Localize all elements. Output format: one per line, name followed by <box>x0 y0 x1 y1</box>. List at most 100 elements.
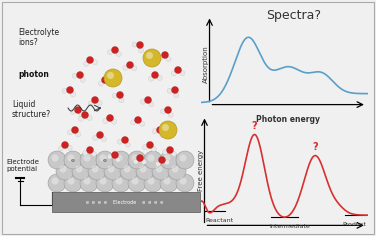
Circle shape <box>133 159 138 164</box>
Circle shape <box>131 177 139 185</box>
Circle shape <box>97 101 102 105</box>
Circle shape <box>152 129 157 134</box>
Circle shape <box>147 142 153 148</box>
Circle shape <box>180 71 185 76</box>
Circle shape <box>112 152 118 159</box>
Circle shape <box>144 174 162 192</box>
Circle shape <box>149 76 153 81</box>
Circle shape <box>67 145 72 150</box>
Text: Electrolyte
ions?: Electrolyte ions? <box>18 28 59 47</box>
Circle shape <box>130 120 136 125</box>
Circle shape <box>151 147 156 152</box>
Circle shape <box>121 136 129 143</box>
Text: Product: Product <box>342 222 366 227</box>
Circle shape <box>160 133 165 138</box>
Circle shape <box>86 56 94 63</box>
Circle shape <box>171 87 179 93</box>
Circle shape <box>107 72 114 79</box>
Circle shape <box>103 118 108 123</box>
Circle shape <box>112 93 117 98</box>
Circle shape <box>143 145 147 150</box>
Circle shape <box>67 87 73 93</box>
Circle shape <box>162 150 167 155</box>
Circle shape <box>176 151 194 169</box>
Circle shape <box>71 92 76 97</box>
Circle shape <box>167 147 173 153</box>
Circle shape <box>48 151 66 169</box>
Circle shape <box>64 151 82 169</box>
Circle shape <box>164 177 171 185</box>
Circle shape <box>64 174 82 192</box>
Circle shape <box>160 109 165 114</box>
Circle shape <box>171 151 176 156</box>
Text: e: e <box>103 157 107 163</box>
Circle shape <box>158 55 163 61</box>
Text: Spectra?: Spectra? <box>266 9 321 22</box>
Text: Photon energy: Photon energy <box>256 115 320 124</box>
Text: e  e  e  e    Electrode    e  e  e  e: e e e e Electrode e e e e <box>86 199 164 205</box>
Circle shape <box>152 72 159 79</box>
Circle shape <box>62 88 67 93</box>
Circle shape <box>157 76 162 80</box>
Circle shape <box>58 146 63 151</box>
Circle shape <box>79 116 83 121</box>
Circle shape <box>62 142 68 148</box>
Circle shape <box>155 165 162 173</box>
Circle shape <box>132 42 137 47</box>
Circle shape <box>147 154 155 162</box>
Circle shape <box>91 97 99 104</box>
Circle shape <box>125 142 130 147</box>
Circle shape <box>166 57 171 62</box>
Circle shape <box>144 151 162 169</box>
Circle shape <box>83 177 91 185</box>
Circle shape <box>102 76 109 84</box>
Circle shape <box>99 154 107 162</box>
Text: Intermediate: Intermediate <box>270 223 311 229</box>
Circle shape <box>91 165 99 173</box>
Circle shape <box>52 177 59 185</box>
Circle shape <box>171 165 179 173</box>
Circle shape <box>87 115 92 120</box>
Circle shape <box>117 139 122 144</box>
Circle shape <box>112 119 117 124</box>
Circle shape <box>108 50 112 55</box>
Circle shape <box>91 152 96 156</box>
Circle shape <box>132 66 137 71</box>
Circle shape <box>99 177 107 185</box>
Circle shape <box>139 48 144 53</box>
Circle shape <box>159 156 165 164</box>
Circle shape <box>141 159 146 164</box>
Circle shape <box>93 135 98 140</box>
Circle shape <box>88 101 93 106</box>
Circle shape <box>140 99 145 104</box>
Circle shape <box>56 162 74 180</box>
Circle shape <box>136 162 154 180</box>
Circle shape <box>159 121 177 139</box>
Circle shape <box>104 162 122 180</box>
Circle shape <box>165 106 171 114</box>
Circle shape <box>156 126 164 134</box>
Circle shape <box>144 97 152 104</box>
Circle shape <box>164 154 171 162</box>
Circle shape <box>152 162 170 180</box>
Circle shape <box>115 154 123 162</box>
Bar <box>52 192 200 212</box>
Circle shape <box>112 174 130 192</box>
Circle shape <box>67 154 74 162</box>
Circle shape <box>71 126 79 134</box>
Circle shape <box>76 132 81 137</box>
Circle shape <box>139 165 147 173</box>
Circle shape <box>59 165 67 173</box>
Circle shape <box>131 154 139 162</box>
Circle shape <box>160 151 178 169</box>
Circle shape <box>167 88 172 93</box>
Circle shape <box>52 154 59 162</box>
Circle shape <box>72 73 77 78</box>
Circle shape <box>162 124 169 131</box>
Circle shape <box>107 154 112 159</box>
Circle shape <box>106 114 114 122</box>
Circle shape <box>99 81 103 86</box>
Text: e: e <box>135 157 139 163</box>
Circle shape <box>108 165 115 173</box>
Circle shape <box>126 62 133 68</box>
